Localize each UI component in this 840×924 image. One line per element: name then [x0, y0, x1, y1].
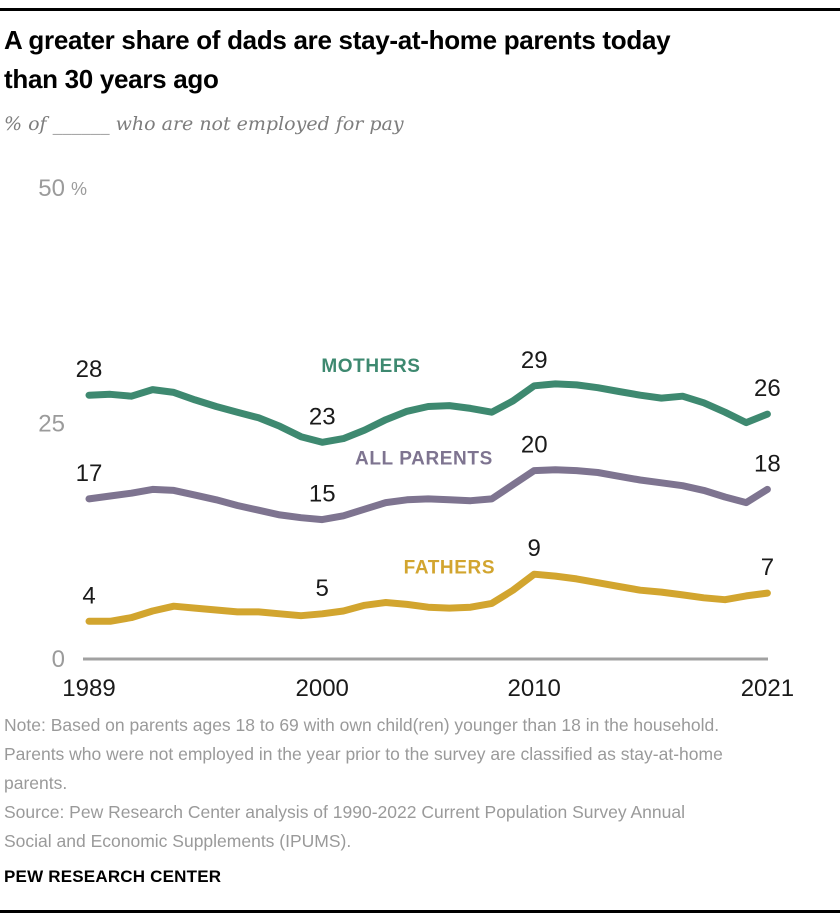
data-point-label-all-parents-2021: 18 [754, 450, 781, 477]
data-point-label-all-parents-2000: 15 [309, 481, 336, 508]
y-tick-label: 0 [52, 646, 65, 673]
y-tick-label: 50 [38, 175, 65, 202]
source-line: Source: Pew Research Center analysis of … [4, 802, 685, 822]
data-point-label-fathers-1989: 4 [82, 582, 95, 609]
data-point-label-all-parents-1989: 17 [76, 460, 103, 487]
title-line-2: than 30 years ago [4, 64, 219, 94]
data-point-label-fathers-2010: 9 [528, 535, 541, 562]
data-point-label-mothers-2021: 26 [754, 375, 781, 402]
data-point-label-all-parents-2010: 20 [521, 432, 548, 459]
data-point-label-fathers-2000: 5 [316, 575, 329, 602]
x-tick-label: 1989 [62, 675, 115, 702]
series-line-all-parents [85, 466, 771, 524]
note-line: Parents who were not employed in the yea… [4, 744, 723, 764]
source-line: Social and Economic Supplements (IPUMS). [4, 831, 352, 851]
y-tick-suffix: % [71, 179, 87, 199]
x-tick-label: 2021 [741, 675, 794, 702]
series-name-label-fathers: FATHERS [404, 558, 495, 579]
bottom-rule [0, 910, 840, 913]
note-line: Note: Based on parents ages 18 to 69 wit… [4, 715, 720, 735]
data-point-label-mothers-1989: 28 [76, 356, 103, 383]
footer: Note: Based on parents ages 18 to 69 wit… [4, 711, 836, 887]
data-point-label-mothers-2010: 29 [521, 347, 548, 374]
top-rule [0, 8, 840, 11]
x-tick-label: 2010 [508, 675, 561, 702]
source-text: Source: Pew Research Center analysis of … [4, 798, 836, 856]
data-point-label-mothers-2000: 23 [309, 403, 336, 430]
series-name-label-all-parents: ALL PARENTS [355, 448, 493, 469]
brand: PEW RESEARCH CENTER [4, 867, 222, 886]
y-tick-label: 25 [38, 411, 65, 438]
page-title: A greater share of dads are stay-at-home… [4, 21, 834, 99]
note-text: Note: Based on parents ages 18 to 69 wit… [4, 711, 836, 798]
note-line: parents. [4, 773, 68, 793]
title-line-1: A greater share of dads are stay-at-home… [4, 25, 671, 55]
series-line-mothers [85, 380, 771, 446]
chart-subtitle: % of ______ who are not employed for pay [4, 113, 404, 135]
data-point-label-fathers-2021: 7 [761, 554, 774, 581]
series-name-label-mothers: MOTHERS [321, 356, 420, 377]
x-tick-label: 2000 [296, 675, 349, 702]
series-line-fathers [85, 570, 771, 625]
